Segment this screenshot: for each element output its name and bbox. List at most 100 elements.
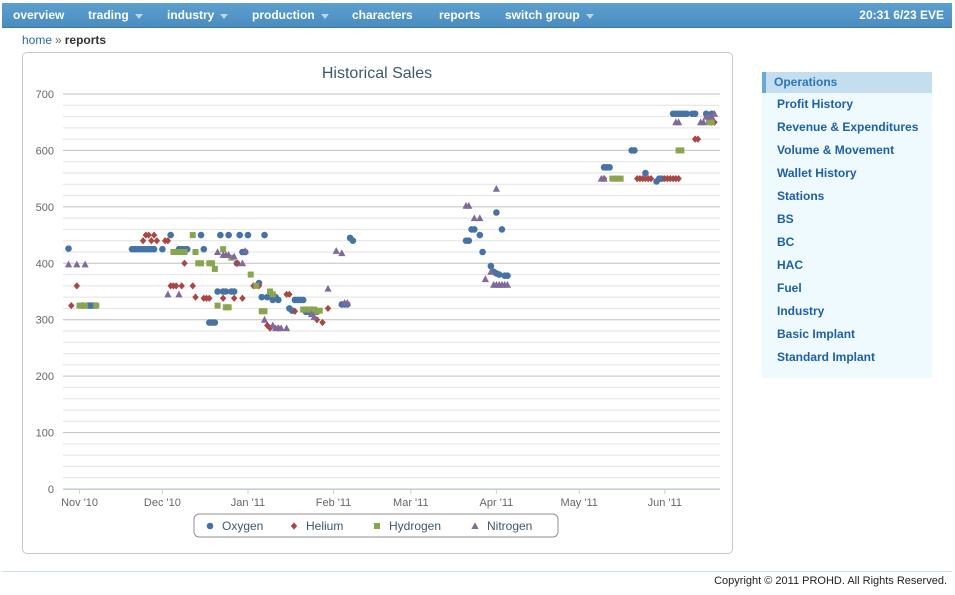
x-tick-label: Feb '11 [316,497,352,509]
hydrogen-point [617,175,624,182]
chevron-down-icon [134,14,143,20]
oxygen-point [498,226,506,233]
nav-item-industry[interactable]: industry [167,3,229,27]
series-nitrogen [64,109,719,332]
nitrogen-point [213,248,222,255]
x-tick-label: Nov '10 [61,497,98,509]
sidebar-item-fuel[interactable]: Fuel [777,281,802,295]
footer: Copyright © 2011 PROHD. All Rights Reser… [2,571,952,594]
helium-point [206,294,213,302]
nav-item-overview[interactable]: overview [13,3,64,27]
oxygen-point [465,237,473,245]
oxygen-point [200,245,208,253]
hydrogen-point [253,282,260,289]
oxygen-point [258,293,266,301]
nav-item-trading[interactable]: trading [88,3,143,27]
breadcrumb-home-link[interactable]: home [22,33,53,47]
chevron-down-icon [220,14,229,20]
sidebar-item-profit-history[interactable]: Profit History [777,97,854,111]
sidebar-item-wallet-history[interactable]: Wallet History [777,166,857,180]
sidebar-item-basic-implant[interactable]: Basic Implant [777,327,856,341]
nitrogen-point [241,247,249,254]
nitrogen-point [481,275,489,283]
oxygen-point [225,231,232,239]
nav-item-reports[interactable]: reports [439,3,480,27]
nitrogen-point [487,267,495,275]
helium-point [189,282,196,290]
sidebar-item-bs[interactable]: BS [777,212,794,226]
oxygen-point [230,288,238,295]
nav-item-label: production [252,8,315,22]
nitrogen-point [310,313,318,320]
legend-marker-nitrogen [471,522,479,529]
nitrogen-point [338,249,346,257]
legend-label-hydrogen: Hydrogen [389,519,441,533]
hydrogen-point [192,249,199,255]
y-tick-label: 600 [36,145,54,157]
legend-marker-oxygen [206,522,214,530]
oxygen-point [493,209,500,216]
helium-point [150,231,158,239]
sidebar-item-bc[interactable]: BC [777,235,795,249]
oxygen-point [642,169,649,177]
x-tick-label: May '11 [561,497,598,509]
sidebar-item-stations[interactable]: Stations [777,189,825,203]
hydrogen-point [269,291,276,298]
hydrogen-point [678,147,685,154]
hydrogen-point [198,260,205,267]
nav-item-label: trading [88,8,129,22]
nav-item-characters[interactable]: characters [352,3,413,27]
legend-label-helium: Helium [306,519,343,533]
helium-point [264,321,271,329]
x-tick-label: Dec '10 [144,497,181,509]
nitrogen-point [175,290,183,298]
nitrogen-point [230,252,238,260]
oxygen-point [504,272,511,279]
nitrogen-point [476,214,484,222]
hydrogen-point [220,246,227,253]
breadcrumb-current: reports [64,33,107,47]
sales-chart: Historical Sales 0 100 200 300 400 500 600 700 N… [36,65,720,538]
y-tick-label: 400 [36,258,54,270]
oxygen-point [495,271,503,278]
nav-item-switch-group[interactable]: switch group [505,3,594,27]
nitrogen-point [674,118,683,126]
hydrogen-point [175,249,182,255]
y-tick-label: 300 [36,315,54,327]
oxygen-point [222,288,230,295]
nav-item-label: overview [13,8,65,22]
sidebar-item-volume-movement[interactable]: Volume & Movement [777,143,895,157]
chevron-down-icon [320,14,329,20]
nitrogen-point [164,290,172,298]
helium-point [139,237,147,245]
x-tick-label: Jun '11 [648,497,682,509]
chevron-down-icon [585,14,594,20]
legend-label-nitrogen: Nitrogen [487,519,532,533]
hydrogen-point [82,302,89,309]
nitrogen-point [503,280,512,288]
helium-point [145,231,152,239]
y-tick-label: 500 [36,202,54,214]
sidebar-item-revenue-expenditures[interactable]: Revenue & Expenditures [777,120,919,134]
operations-sidebar: Operations Profit History Revenue & Expe… [762,72,932,378]
sidebar-item-industry[interactable]: Industry [777,304,825,318]
nitrogen-point [710,109,719,117]
oxygen-point [65,245,72,252]
oxygen-point [211,319,219,326]
y-tick-label: 700 [36,89,54,101]
sidebar-item-standard-implant[interactable]: Standard Implant [777,350,876,364]
nitrogen-point [699,118,708,126]
nav-item-production[interactable]: production [252,3,329,27]
oxygen-point [236,231,243,239]
nitrogen-point [324,284,332,292]
breadcrumb-separator: » [55,33,62,47]
sidebar-item-hac[interactable]: HAC [777,258,803,272]
x-tick-label: Jan '11 [231,497,265,509]
oxygen-point [197,231,205,239]
helium-point [178,282,185,290]
nitrogen-point [465,201,473,209]
nitrogen-point [600,174,608,182]
hydrogen-point [214,302,221,309]
hydrogen-point [189,232,196,239]
legend-marker-helium [290,522,298,530]
